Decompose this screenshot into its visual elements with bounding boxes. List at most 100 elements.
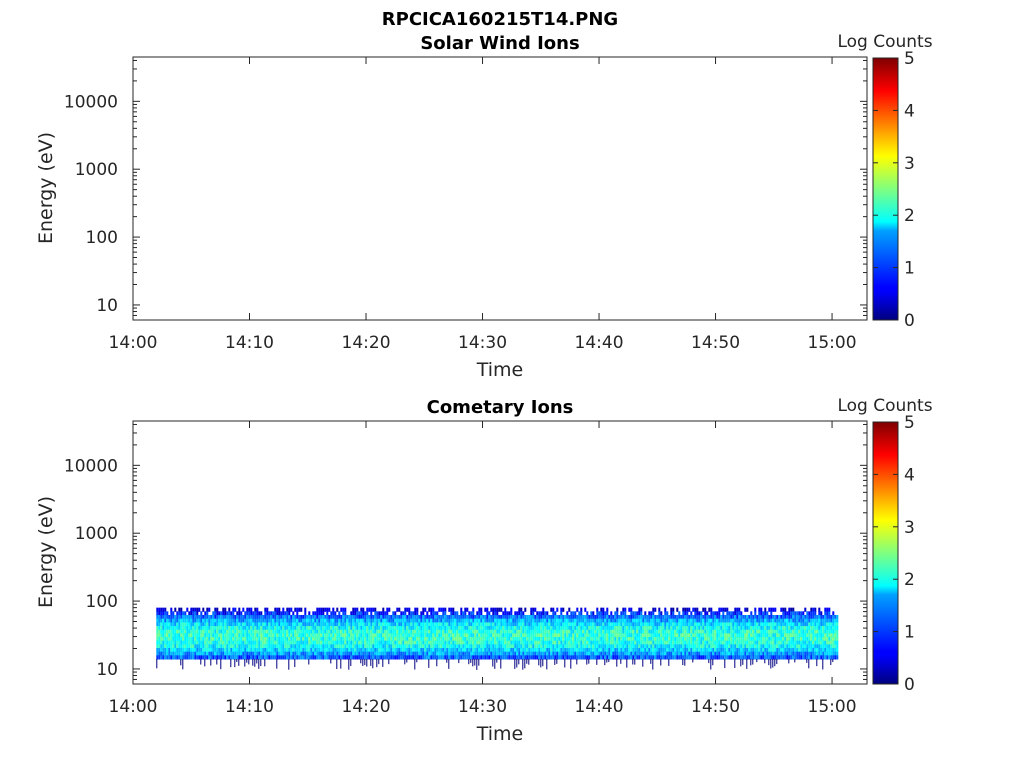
spectrogram-cell bbox=[290, 625, 293, 631]
spectrogram-cell bbox=[468, 614, 471, 620]
spectrogram-cell bbox=[818, 614, 821, 620]
spectrogram-cell bbox=[246, 629, 249, 634]
spectrogram-cell bbox=[598, 614, 601, 620]
spectrogram-cell bbox=[534, 637, 537, 642]
spectrogram-cell bbox=[792, 633, 795, 638]
spectrogram-cell bbox=[278, 640, 281, 645]
spectrogram-cell bbox=[526, 655, 529, 660]
spectrogram-cell bbox=[170, 618, 173, 623]
spectrogram-cell bbox=[778, 655, 781, 660]
spectrogram-cell bbox=[196, 651, 199, 656]
spectrogram-cell bbox=[542, 659, 544, 667]
spectrogram-cell bbox=[724, 629, 727, 634]
spectrogram-cell bbox=[528, 633, 531, 638]
spectrogram-cell bbox=[384, 651, 387, 656]
spectrogram-cell bbox=[384, 611, 387, 616]
spectrogram-cell bbox=[464, 633, 467, 638]
spectrogram-cell bbox=[350, 611, 353, 616]
spectrogram-cell bbox=[698, 614, 701, 620]
spectrogram-cell bbox=[796, 644, 799, 649]
spectrogram-cell bbox=[438, 633, 441, 638]
spectrogram-cell bbox=[688, 618, 691, 623]
spectrogram-cell bbox=[174, 614, 177, 620]
spectrogram-cell bbox=[258, 640, 261, 645]
spectrogram-cell bbox=[726, 648, 729, 653]
spectrogram-cell bbox=[710, 633, 713, 638]
spectrogram-cell bbox=[754, 651, 757, 656]
spectrogram-cell bbox=[276, 651, 279, 656]
spectrogram-cell bbox=[564, 629, 567, 634]
spectrogram-cell bbox=[376, 659, 378, 668]
spectrogram-cell bbox=[794, 659, 796, 663]
spectrogram-cell bbox=[428, 644, 431, 649]
spectrogram-cell bbox=[440, 648, 443, 653]
spectrogram-cell bbox=[412, 622, 415, 627]
spectrogram-cell bbox=[470, 640, 473, 645]
spectrogram-cell bbox=[832, 648, 835, 653]
spectrogram-cell bbox=[676, 622, 679, 627]
spectrogram-cell bbox=[428, 625, 431, 631]
spectrogram-cell bbox=[574, 633, 577, 638]
spectrogram-cell bbox=[406, 607, 409, 612]
spectrogram-cell bbox=[596, 640, 599, 645]
spectrogram-cell bbox=[586, 648, 589, 653]
spectrogram-cell bbox=[510, 614, 513, 620]
spectrogram-cell bbox=[334, 622, 337, 627]
spectrogram-cell bbox=[258, 629, 261, 634]
spectrogram-cell bbox=[542, 637, 545, 642]
spectrogram-cell bbox=[238, 648, 241, 653]
spectrogram-cell bbox=[596, 637, 599, 642]
spectrogram-cell bbox=[532, 611, 535, 616]
spectrogram-cell bbox=[182, 611, 185, 616]
spectrogram-cell bbox=[512, 614, 515, 620]
spectrogram-cell bbox=[256, 655, 259, 660]
x-tick-label: 14:00 bbox=[109, 697, 158, 717]
spectrogram-cell bbox=[302, 637, 305, 642]
spectrogram-cell bbox=[510, 611, 513, 616]
spectrogram-cell bbox=[456, 629, 459, 634]
spectrogram-cell bbox=[156, 607, 159, 612]
spectrogram-cell bbox=[706, 629, 709, 634]
spectrogram-cell bbox=[242, 622, 245, 627]
spectrogram-cell bbox=[628, 629, 631, 634]
spectrogram-cell bbox=[418, 655, 421, 660]
spectrogram-cell bbox=[246, 622, 249, 627]
spectrogram-cell bbox=[754, 633, 757, 638]
spectrogram-cell bbox=[618, 655, 621, 660]
spectrogram-cell bbox=[182, 629, 185, 634]
spectrogram-cell bbox=[338, 611, 341, 616]
spectrogram-cell bbox=[632, 618, 635, 623]
spectrogram-cell bbox=[540, 629, 543, 634]
spectrogram-cell bbox=[742, 659, 744, 665]
spectrogram-cell bbox=[716, 629, 719, 634]
spectrogram-cell bbox=[190, 618, 193, 623]
spectrogram-cell bbox=[424, 640, 427, 645]
spectrogram-cell bbox=[240, 611, 243, 616]
spectrogram-cell bbox=[250, 651, 253, 656]
spectrogram-cell bbox=[458, 629, 461, 634]
spectrogram-cell bbox=[544, 655, 547, 660]
spectrogram-cell bbox=[174, 648, 177, 653]
spectrogram-cell bbox=[716, 640, 719, 645]
spectrogram-cell bbox=[712, 633, 715, 638]
spectrogram-cell bbox=[420, 629, 423, 634]
spectrogram-cell bbox=[614, 629, 617, 634]
spectrogram-cell bbox=[602, 629, 605, 634]
spectrogram-cell bbox=[160, 655, 163, 660]
spectrogram-cell bbox=[528, 640, 531, 645]
spectrogram-cell bbox=[754, 655, 757, 660]
spectrogram-cell bbox=[480, 640, 483, 645]
spectrogram-cell bbox=[290, 655, 293, 660]
spectrogram-cell bbox=[296, 637, 299, 642]
spectrogram-cell bbox=[252, 651, 255, 656]
spectrogram-cell bbox=[676, 614, 679, 620]
spectrogram-cell bbox=[388, 614, 391, 620]
spectrogram-cell bbox=[666, 633, 669, 638]
spectrogram-cell bbox=[706, 611, 709, 616]
spectrogram-cell bbox=[340, 655, 343, 660]
spectrogram-cell bbox=[572, 629, 575, 634]
spectrogram-cell bbox=[708, 622, 711, 627]
spectrogram-cell bbox=[424, 629, 427, 634]
spectrogram-cell bbox=[750, 659, 752, 666]
